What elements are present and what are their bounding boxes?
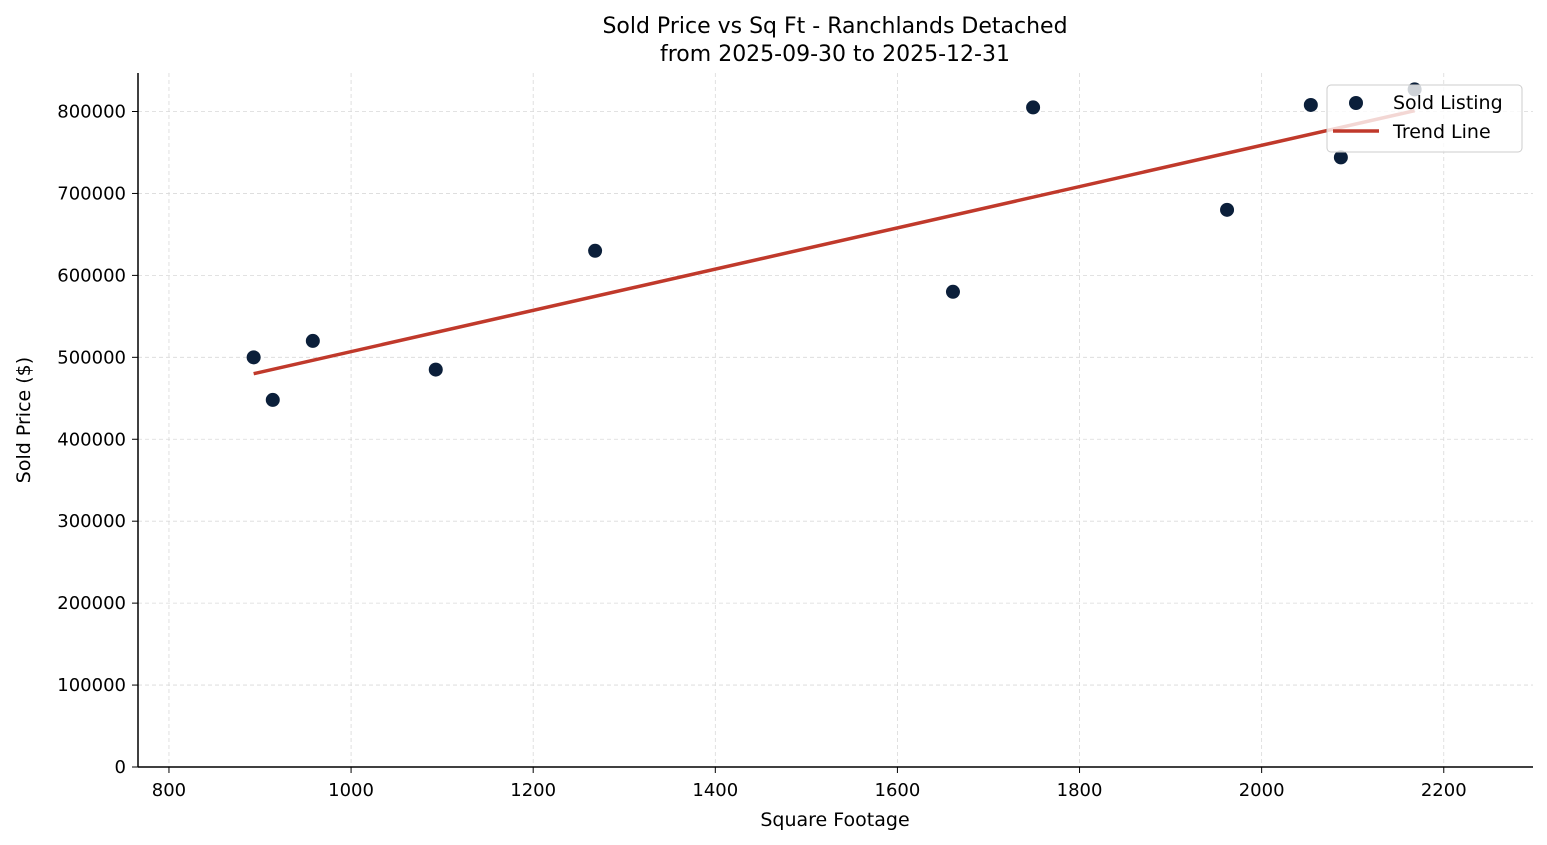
x-tick-label: 1000 <box>328 780 374 801</box>
legend-label-sold-listing: Sold Listing <box>1393 92 1503 114</box>
y-tick-label: 300000 <box>57 511 126 532</box>
x-tick-label: 800 <box>152 780 186 801</box>
data-point <box>428 362 443 377</box>
chart-subtitle: from 2025-09-30 to 2025-12-31 <box>660 42 1010 67</box>
data-point <box>1026 100 1041 115</box>
y-tick-label: 600000 <box>57 265 126 286</box>
y-tick-label: 500000 <box>57 347 126 368</box>
x-tick-label: 1600 <box>875 780 921 801</box>
data-point <box>1333 150 1348 165</box>
y-tick-label: 700000 <box>57 183 126 204</box>
data-point <box>246 350 261 365</box>
y-axis-label: Sold Price ($) <box>13 357 35 483</box>
chart-title: Sold Price vs Sq Ft - Ranchlands Detache… <box>602 14 1067 39</box>
x-tick-label: 1400 <box>692 780 738 801</box>
trend-line <box>253 108 1416 376</box>
y-tick-label: 100000 <box>57 675 126 696</box>
y-tick-label: 800000 <box>57 102 126 123</box>
data-point <box>1303 97 1318 112</box>
legend-box <box>1326 84 1523 153</box>
x-tick-label: 2200 <box>1421 780 1467 801</box>
data-point <box>588 243 603 258</box>
y-tick-label: 400000 <box>57 429 126 450</box>
x-axis-label: Square Footage <box>760 809 909 831</box>
data-point <box>265 392 280 407</box>
data-point <box>945 284 960 299</box>
x-tick-label: 1800 <box>1057 780 1103 801</box>
legend-marker-sold-listing <box>1349 96 1363 110</box>
legend: Sold Listing Trend Line <box>1326 84 1523 153</box>
x-tick-label: 1200 <box>510 780 556 801</box>
y-tick-label: 200000 <box>57 593 126 614</box>
data-point <box>305 333 320 348</box>
y-tick-label: 0 <box>115 757 126 778</box>
data-point <box>1220 202 1235 217</box>
x-tick-label: 2000 <box>1239 780 1285 801</box>
legend-label-trend-line: Trend Line <box>1392 121 1491 143</box>
